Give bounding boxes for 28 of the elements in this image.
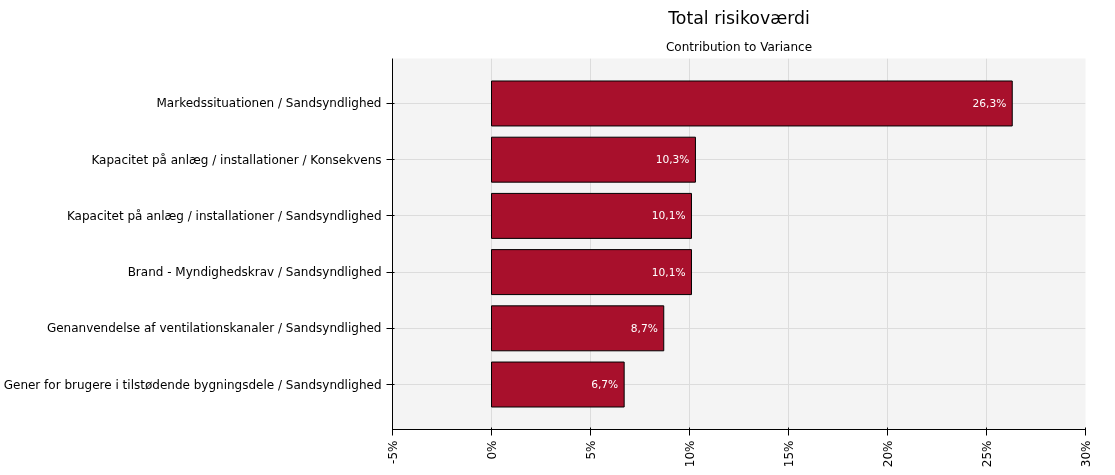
y-tick-label: Markedssituationen / Sandsyndlighed [156, 96, 382, 111]
x-tick-label: 20% [880, 440, 895, 468]
bar [491, 249, 692, 296]
data-label: 10,3% [655, 153, 690, 167]
y-tick-label: Gener for brugere i tilstødende bygningsdele / Sandsyndlighed [3, 377, 382, 392]
bar [491, 361, 625, 408]
x-tick-label: -5% [385, 440, 400, 464]
data-label: 10,1% [651, 209, 686, 223]
x-tick-label: 25% [979, 440, 994, 468]
x-tick-label: 10% [682, 440, 697, 468]
data-label: 26,3% [972, 96, 1007, 110]
data-label: 10,1% [651, 265, 686, 279]
y-tick-label: Brand - Myndighedskrav / Sandsyndlighed [127, 265, 382, 280]
chart-title: Total risikoværdi [667, 7, 810, 28]
data-label: 6,7% [591, 378, 619, 392]
y-tick-label: Genanvendelse af ventilationskanaler / Sandsyndlighed [46, 321, 382, 336]
data-label: 8,7% [630, 321, 658, 335]
bar [491, 192, 692, 239]
bar [491, 80, 1013, 127]
y-tick-label: Kapacitet på anlæg / installationer / Sandsyndlighed [66, 208, 382, 223]
y-tick-label: Kapacitet på anlæg / installationer / Konsekvens [91, 152, 382, 167]
x-tick-label: 0% [484, 440, 499, 460]
bar [491, 305, 665, 352]
bar [491, 136, 696, 183]
x-tick-label: 5% [583, 440, 598, 460]
x-tick-label: 15% [781, 440, 796, 468]
x-tick-label: 30% [1078, 440, 1093, 468]
chart-subtitle: Contribution to Variance [665, 39, 813, 54]
